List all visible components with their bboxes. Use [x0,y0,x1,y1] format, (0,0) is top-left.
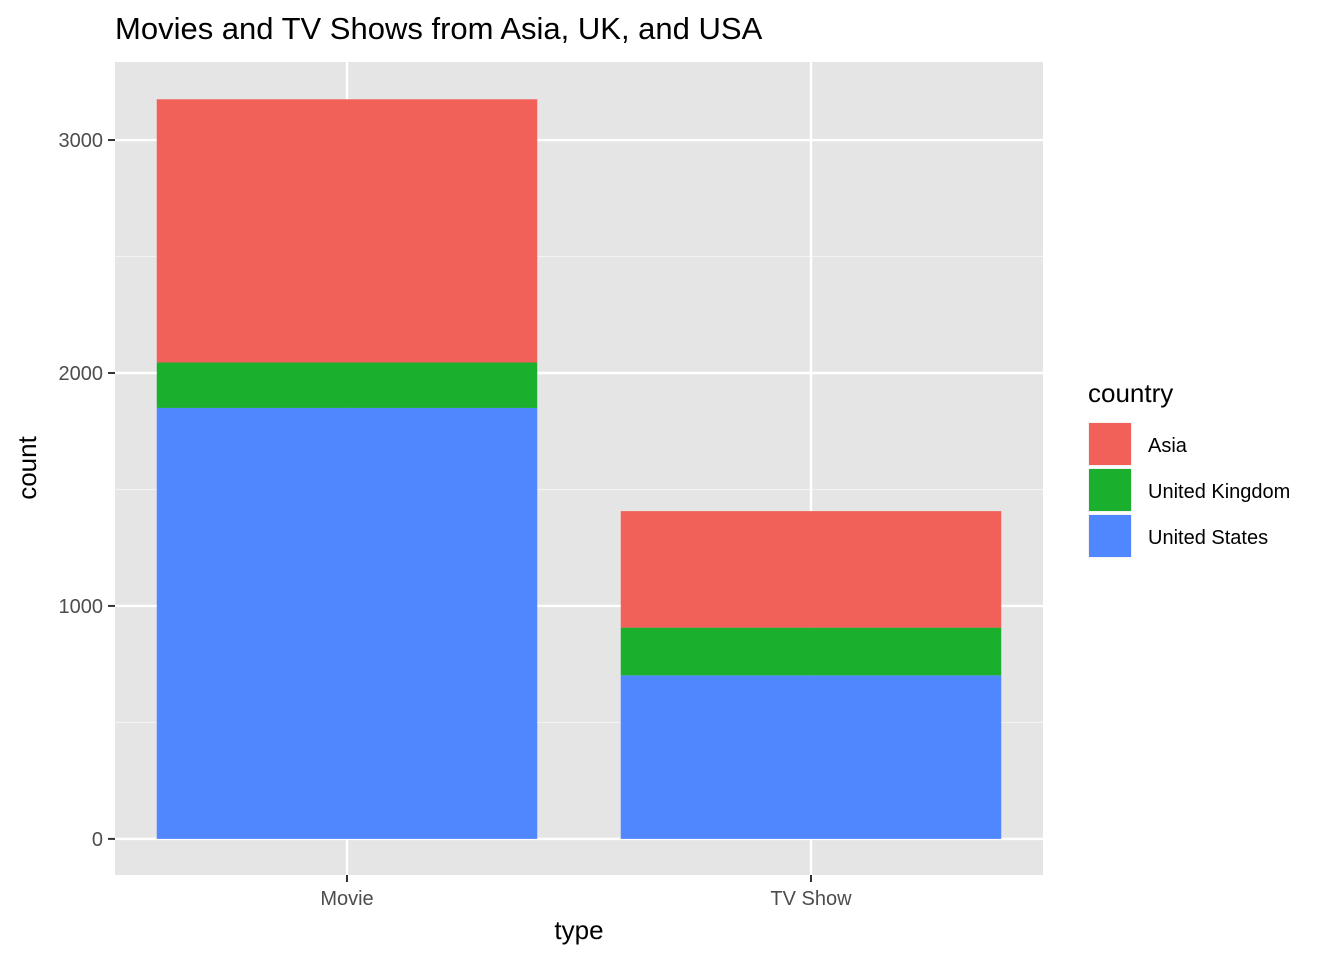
legend-title: country [1088,378,1173,408]
bar-asia-movie [156,99,538,363]
bars [156,99,1002,839]
x-axis-label: type [554,915,603,945]
y-tick-label: 0 [92,829,103,851]
legend-label: United Kingdom [1148,481,1290,503]
bar-united-states-movie [156,407,538,839]
bar-united-states-tv-show [620,675,1002,839]
y-axis-label: count [12,435,42,499]
x-axis: Movie TV Show [320,875,852,910]
y-tick-label: 2000 [59,363,104,385]
legend-swatch-united-kingdom [1089,469,1131,511]
legend-swatch-united-states [1089,515,1131,557]
y-tick-label: 1000 [59,596,104,618]
x-tick-label: TV Show [770,888,852,910]
bar-asia-tv-show [620,511,1002,628]
y-tick-label: 3000 [59,130,104,152]
y-axis: 0 1000 2000 3000 [59,130,115,851]
bar-united-kingdom-movie [156,362,538,408]
bar-united-kingdom-tv-show [620,627,1002,676]
legend-label: Asia [1148,435,1188,457]
chart-title: Movies and TV Shows from Asia, UK, and U… [115,11,763,46]
legend: country Asia United Kingdom United States [1088,378,1290,558]
x-tick-label: Movie [320,888,373,910]
legend-swatch-asia [1089,423,1131,465]
legend-label: United States [1148,527,1268,549]
